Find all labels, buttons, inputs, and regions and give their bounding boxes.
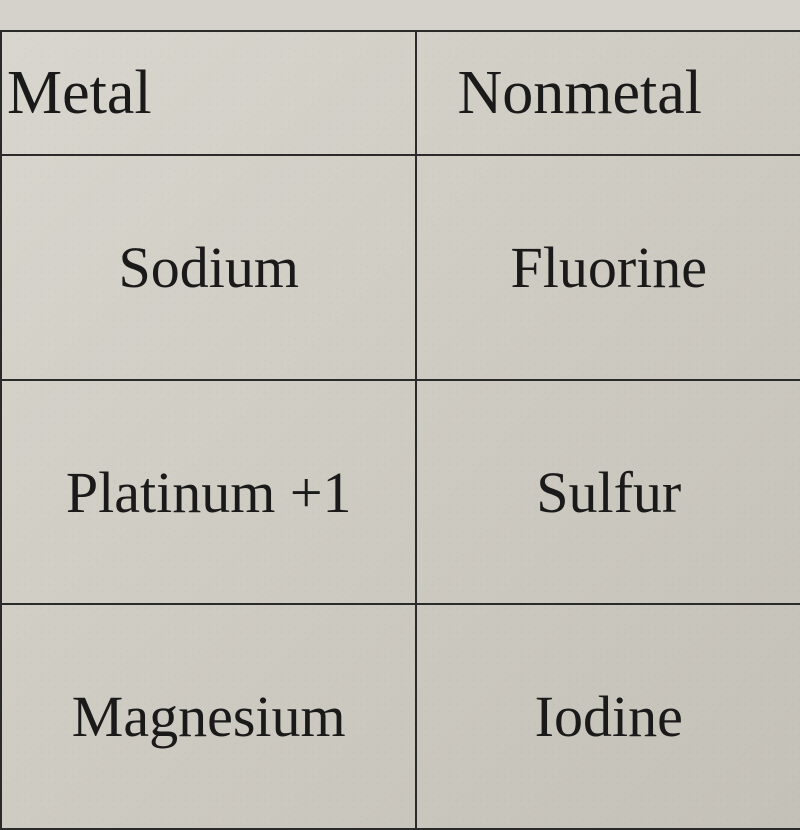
cell-metal-1: Platinum +1: [1, 380, 416, 605]
cell-nonmetal-0: Fluorine: [416, 155, 800, 380]
chemistry-table: Metal Nonmetal Sodium Fluorine Platinum …: [0, 30, 800, 830]
cell-metal-2: Magnesium: [1, 604, 416, 829]
header-metal: Metal: [1, 31, 416, 155]
table-header-row: Metal Nonmetal: [1, 31, 800, 155]
cell-nonmetal-2: Iodine: [416, 604, 800, 829]
cell-metal-0: Sodium: [1, 155, 416, 380]
header-nonmetal: Nonmetal: [416, 31, 800, 155]
table-row: Magnesium Iodine: [1, 604, 800, 829]
cell-nonmetal-1: Sulfur: [416, 380, 800, 605]
table-row: Sodium Fluorine: [1, 155, 800, 380]
table-row: Platinum +1 Sulfur: [1, 380, 800, 605]
